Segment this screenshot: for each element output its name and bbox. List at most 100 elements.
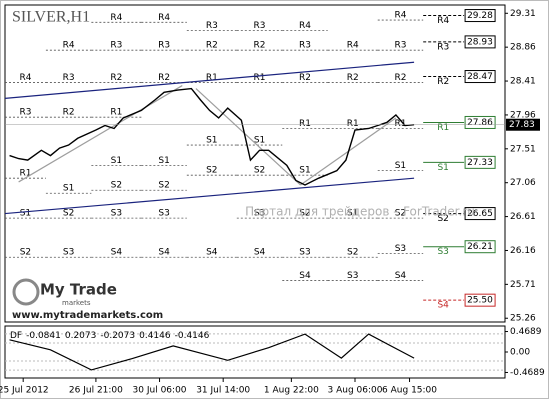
pivot-label: R1 <box>206 73 218 83</box>
pivot-label: R4 <box>394 11 406 21</box>
level-box <box>464 293 496 307</box>
pivot-label: R4 <box>347 41 359 51</box>
level-box <box>464 35 496 49</box>
pivot-label: S1 <box>20 209 31 219</box>
pivot-label: R4 <box>110 13 122 23</box>
pivot-label: S1 <box>395 161 406 171</box>
pivot-label: R2 <box>299 73 311 83</box>
indicator-param: -0.2073 <box>100 331 135 341</box>
level-box <box>464 207 496 221</box>
pivot-label: R4 <box>63 41 75 51</box>
level-box <box>464 9 496 23</box>
indicator-name: DF <box>10 331 22 341</box>
y-tick-label: 27.51 <box>510 144 536 154</box>
pivot-label: R2 <box>394 73 406 83</box>
pivot-label: R3 <box>299 41 311 51</box>
pivot-label: S2 <box>158 181 169 191</box>
x-tick-label: 30 Jul 06:00 <box>133 386 187 396</box>
level-value: 26.65 <box>467 209 493 219</box>
pivot-label: R4 <box>158 13 170 23</box>
plot-area <box>4 4 506 323</box>
level-box <box>464 155 496 169</box>
pivot-label: S1 <box>158 156 169 166</box>
level-box <box>464 240 496 254</box>
pivot-label: S3 <box>254 209 265 219</box>
marks: 29.31 28.86 28.41 27.96 27.51 27.06 26.61 26.16… <box>0 9 545 396</box>
y-tick-label: 27.96 <box>510 110 536 120</box>
level-name: S1 <box>437 163 448 173</box>
level-value: 27.86 <box>467 118 493 128</box>
pivot-label: R2 <box>206 41 218 51</box>
pivot-label: S4 <box>254 248 266 258</box>
logo-url: www.mytrademarkets.com <box>12 310 163 321</box>
level-box <box>464 115 496 129</box>
pivot-label: R3 <box>158 41 170 51</box>
indicator-line <box>9 333 415 371</box>
pivot-label: S1 <box>299 166 310 176</box>
pivot-label: S4 <box>299 271 311 281</box>
pivot-label: R2 <box>254 41 266 51</box>
pivot-label: R4 <box>19 73 31 83</box>
x-tick-label: 31 Jul 14:00 <box>196 386 250 396</box>
pivot-label: S1 <box>206 136 217 146</box>
pivot-label: S4 <box>111 248 123 258</box>
trend-line <box>18 85 183 183</box>
logo-ring <box>12 278 40 306</box>
pivot-label: S2 <box>254 166 265 176</box>
indicator-y-tick-label: -0.4689 <box>510 368 545 378</box>
pivot-label: S2 <box>299 209 310 219</box>
level-name: S4 <box>437 301 449 311</box>
logo: My Trade markets www.mytrademarkets.com <box>12 278 163 321</box>
x-tick-label: 3 Aug 06:00 <box>328 386 383 396</box>
level-name: R2 <box>437 77 449 87</box>
y-tick-label: 25.71 <box>510 280 536 290</box>
level-name: S3 <box>437 247 448 257</box>
level-value: 26.21 <box>467 242 493 252</box>
level-name: R4 <box>437 16 449 26</box>
pivot-label: R1 <box>347 119 359 129</box>
pivot-label: R2 <box>110 73 122 83</box>
pivot-label: R3 <box>254 21 266 31</box>
pivot-label: S3 <box>395 244 406 254</box>
indicator-header: DF -0.0841 0.2073 -0.2073 0.4146 -0.4146 <box>10 331 210 341</box>
level-value: 27.33 <box>467 158 493 168</box>
level-value: 28.47 <box>467 72 493 82</box>
pivot-label: R3 <box>206 21 218 31</box>
pivot-label: S2 <box>111 181 122 191</box>
y-tick-label: 26.61 <box>510 212 536 222</box>
pivot-label: S4 <box>206 248 218 258</box>
pivot-label: S3 <box>347 271 358 281</box>
pivot-label: R3 <box>63 73 75 83</box>
pivot-label: S2 <box>395 209 406 219</box>
pivot-label: S3 <box>299 248 310 258</box>
pivot-label: R1 <box>299 119 311 129</box>
y-tick-label: 26.16 <box>510 246 536 256</box>
chart-title: SILVER,H1 <box>12 9 90 26</box>
trend-line <box>195 88 301 186</box>
pivot-label: R1 <box>394 119 406 129</box>
last-price-label: 27.83 <box>509 120 535 130</box>
pivot-label: R2 <box>158 73 170 83</box>
x-tick-label: 26 Jul 21:00 <box>69 386 123 396</box>
pivot-label: R4 <box>299 21 311 31</box>
level-value: 25.50 <box>467 296 493 306</box>
pivot-label: S3 <box>111 209 122 219</box>
level-value: 29.28 <box>467 11 493 21</box>
x-tick-label: 6 Aug 15:00 <box>382 386 437 396</box>
trend-line <box>4 61 415 99</box>
level-box <box>464 70 496 84</box>
indicator-param: -0.0841 <box>26 331 61 341</box>
y-tick-label: 29.31 <box>510 9 536 19</box>
indicator-y-tick-label: 0.00 <box>510 348 530 358</box>
y-tick-label: 28.41 <box>510 77 536 87</box>
last-price-box <box>506 118 540 131</box>
pivot-label: S3 <box>63 248 74 258</box>
logo-brand: My Trade <box>40 281 117 299</box>
pivot-label: R2 <box>63 108 75 118</box>
pivot-label: S4 <box>395 271 407 281</box>
pivot-label: R1 <box>110 108 122 118</box>
indicator-param: 0.2073 <box>65 331 97 341</box>
level-name: R1 <box>437 123 449 133</box>
